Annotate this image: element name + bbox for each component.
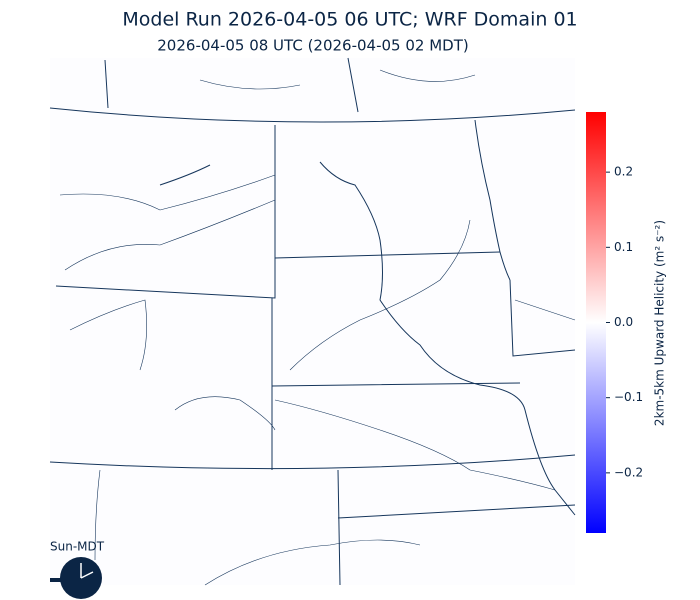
subtitle: 2026-04-05 08 UTC (2026-04-05 02 MDT)	[157, 37, 468, 55]
river	[319, 161, 576, 516]
clock: Sun-MDT	[50, 540, 105, 599]
river	[94, 299, 576, 586]
colorbar-tick-label: −0.2	[614, 465, 643, 479]
border	[271, 279, 576, 586]
colorbar-tick-label: 0.2	[614, 165, 633, 179]
river	[69, 299, 276, 431]
border	[104, 57, 359, 470]
colorbar-tick-label: 0.0	[614, 315, 633, 329]
title: Model Run 2026-04-05 06 UTC; WRF Domain …	[122, 9, 577, 31]
border	[55, 251, 501, 299]
colorbar	[586, 112, 606, 533]
river	[159, 164, 211, 186]
colorbar-tick-label: −0.1	[614, 390, 643, 404]
border	[49, 454, 576, 470]
border	[49, 107, 576, 123]
colorbar-tick-label: 0.1	[614, 240, 633, 254]
map-area	[50, 58, 575, 585]
border	[474, 119, 511, 281]
clock-hands	[80, 563, 94, 579]
clock-label: Sun-MDT	[50, 540, 105, 554]
map	[49, 57, 576, 586]
river	[274, 219, 556, 491]
river	[59, 174, 276, 271]
river	[199, 69, 476, 90]
colorbar-label: 2km-5km Upward Helicity (m² s⁻²)	[653, 220, 667, 426]
